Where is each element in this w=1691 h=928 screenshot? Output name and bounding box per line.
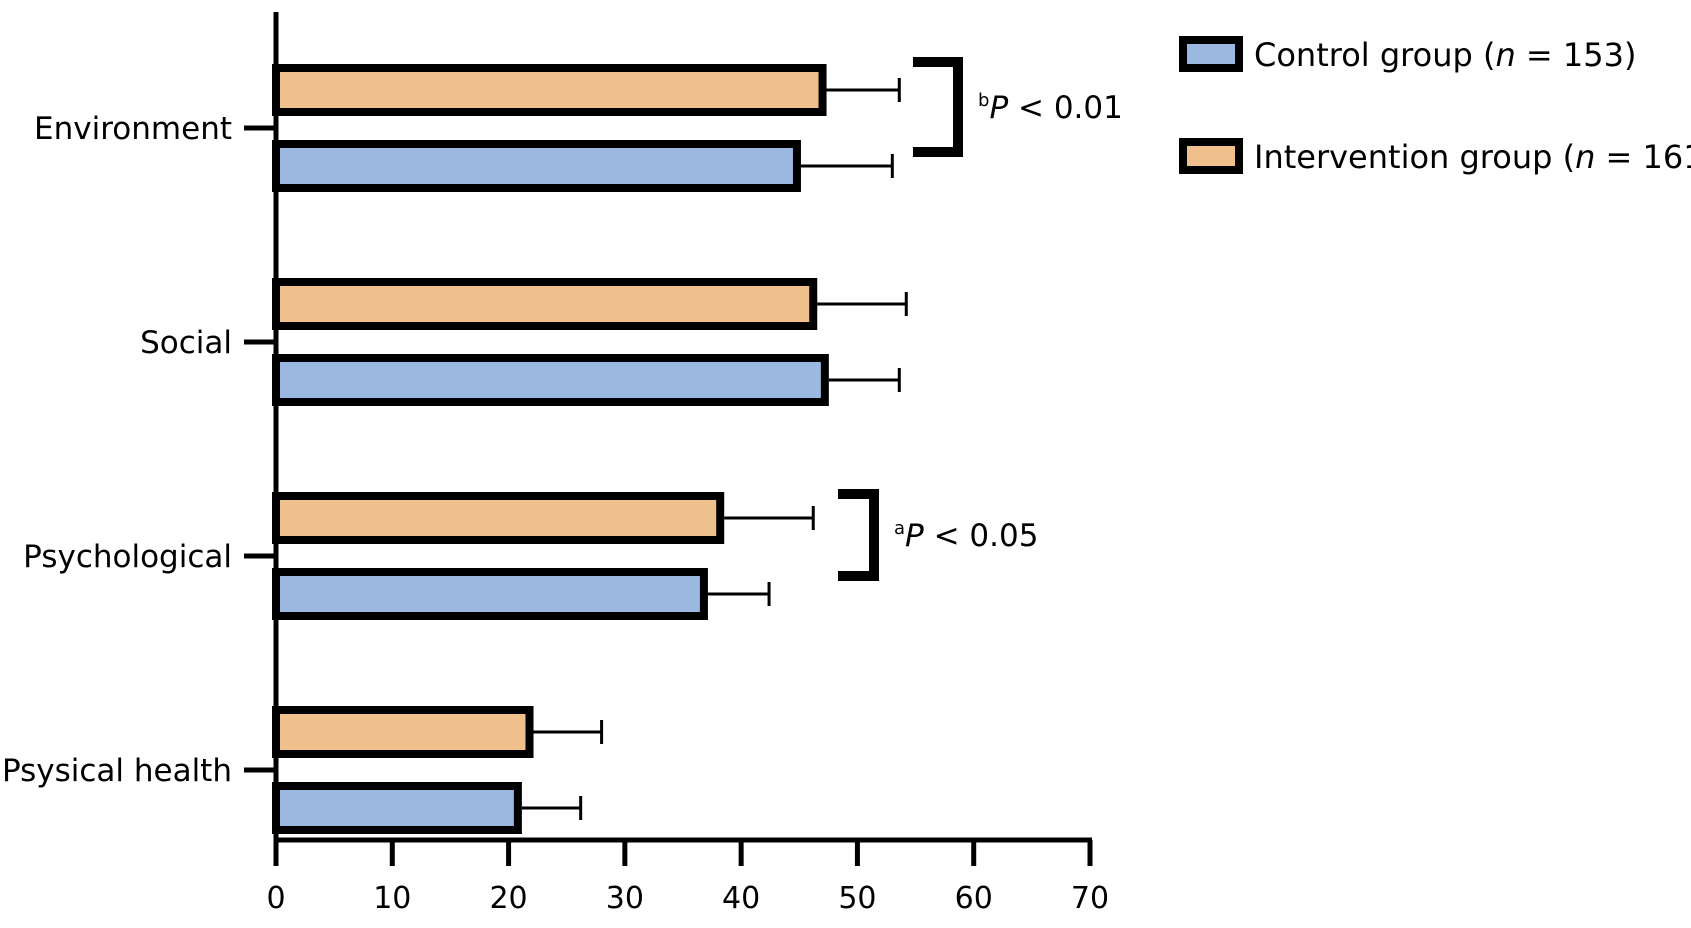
legend-label-control: Control group (n = 153) — [1254, 36, 1636, 74]
category-label: Social — [140, 325, 232, 361]
bar-intervention — [272, 706, 534, 758]
significance-superscript: b — [978, 90, 989, 111]
x-tick-label: 20 — [489, 881, 527, 916]
x-tick-label: 50 — [838, 881, 876, 916]
significance-label: aP < 0.05 — [894, 518, 1038, 554]
legend-text-suffix: = 153) — [1516, 36, 1637, 74]
significance-bracket — [913, 57, 963, 157]
bar-control — [272, 354, 829, 406]
bar-intervention — [272, 278, 818, 330]
legend-text-suffix: = 161) — [1595, 138, 1691, 176]
legend-label-intervention: Intervention group (n = 161) — [1254, 138, 1691, 176]
category-label: Psychological — [23, 539, 232, 575]
significance-bracket — [838, 489, 879, 581]
bar-control — [272, 782, 522, 834]
significance-value: < 0.01 — [1008, 90, 1123, 126]
significance-p-letter: P — [905, 518, 924, 554]
legend-swatch-control — [1179, 36, 1243, 72]
category-label: Psysical health — [2, 753, 232, 789]
x-tick-label: 0 — [266, 881, 285, 916]
x-tick-label: 60 — [955, 881, 993, 916]
bar-control — [272, 568, 708, 620]
significance-p-letter: P — [989, 90, 1008, 126]
legend-text-n: n — [1575, 138, 1595, 176]
significance-superscript: a — [894, 518, 905, 539]
significance-label: bP < 0.01 — [978, 90, 1123, 126]
x-tick-label: 30 — [606, 881, 644, 916]
legend-text-n: n — [1495, 36, 1515, 74]
legend-swatch-intervention — [1179, 138, 1243, 174]
significance-value: < 0.05 — [924, 518, 1039, 554]
bar-intervention — [272, 492, 725, 544]
x-tick-label: 40 — [722, 881, 760, 916]
category-label: Environment — [34, 111, 232, 147]
x-tick-label: 70 — [1071, 881, 1109, 916]
bar-control — [272, 140, 801, 192]
legend-text-prefix: Intervention group ( — [1254, 138, 1575, 176]
x-tick-label: 10 — [373, 881, 411, 916]
bar-intervention — [272, 64, 827, 116]
legend-text-prefix: Control group ( — [1254, 36, 1495, 74]
